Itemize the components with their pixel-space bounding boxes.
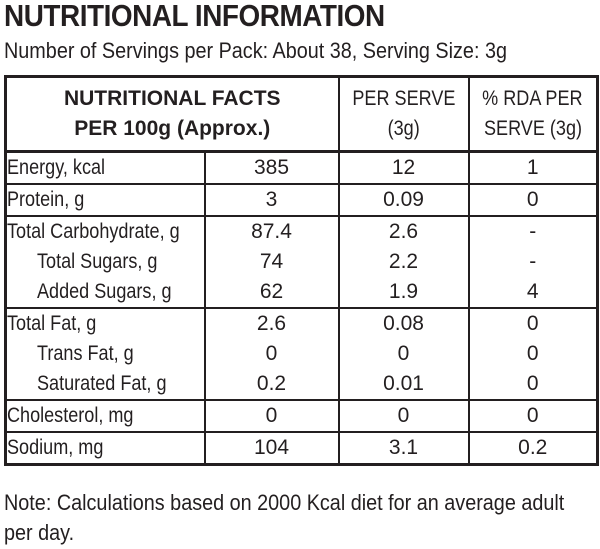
row-label: Cholesterol, mg xyxy=(7,404,134,427)
serving-info: Number of Servings per Pack: About 38, S… xyxy=(4,38,507,63)
per-100g-value: 385 xyxy=(203,150,340,185)
page-title: NUTRITIONAL INFORMATION xyxy=(4,0,385,33)
per-serve-value: 0 xyxy=(337,339,470,369)
header-per-serve: PER SERVE (3g) xyxy=(337,75,470,153)
per-serve-value: 0 xyxy=(337,399,470,433)
per-serve-value: 0.08 xyxy=(337,307,470,339)
table-row: Saturated Fat, g 0.2 0.01 0 xyxy=(4,369,599,401)
rda-value: 0 xyxy=(467,369,599,401)
per-100g-value: 3 xyxy=(203,183,340,217)
per-serve-value: 1.9 xyxy=(337,277,470,309)
per-serve-value: 12 xyxy=(337,150,470,185)
table-header-row: NUTRITIONAL FACTS PER 100g (Approx.) PER… xyxy=(4,75,599,153)
per-serve-value: 2.2 xyxy=(337,247,470,277)
table-row: Protein, g 3 0.09 0 xyxy=(4,183,599,217)
rda-value: 0.2 xyxy=(467,431,599,466)
row-label: Protein, g xyxy=(7,188,85,211)
table-row: Cholesterol, mg 0 0 0 xyxy=(4,399,599,433)
table-row: Trans Fat, g 0 0 0 xyxy=(4,339,599,369)
nutrition-table: NUTRITIONAL FACTS PER 100g (Approx.) PER… xyxy=(4,75,600,466)
row-label: Total Carbohydrate, g xyxy=(7,220,180,243)
table-row: Total Sugars, g 74 2.2 - xyxy=(4,247,599,277)
per-serve-value: 2.6 xyxy=(337,215,470,247)
rda-value: - xyxy=(467,215,599,247)
row-label: Added Sugars, g xyxy=(37,280,172,303)
rda-value: 0 xyxy=(467,307,599,339)
table-row: Total Carbohydrate, g 87.4 2.6 - xyxy=(4,215,599,247)
per-100g-value: 0.2 xyxy=(203,369,340,401)
per-100g-value: 2.6 xyxy=(203,307,340,339)
row-label: Saturated Fat, g xyxy=(37,372,167,395)
per-100g-value: 62 xyxy=(203,277,340,309)
table-row: Total Fat, g 2.6 0.08 0 xyxy=(4,307,599,339)
rda-value: 0 xyxy=(467,399,599,433)
table-row: Added Sugars, g 62 1.9 4 xyxy=(4,277,599,309)
table-row: Energy, kcal 385 12 1 xyxy=(4,150,599,185)
per-100g-value: 0 xyxy=(203,339,340,369)
per-serve-value: 3.1 xyxy=(337,431,470,466)
rda-value: - xyxy=(467,247,599,277)
table-row: Sodium, mg 104 3.1 0.2 xyxy=(4,431,599,466)
header-rda-per-serve: % RDA PER SERVE (3g) xyxy=(467,75,599,153)
row-label: Sodium, mg xyxy=(7,436,104,459)
per-serve-value: 0.01 xyxy=(337,369,470,401)
row-label: Energy, kcal xyxy=(7,156,106,179)
per-100g-value: 0 xyxy=(203,399,340,433)
row-label: Total Fat, g xyxy=(7,312,97,335)
row-label: Trans Fat, g xyxy=(37,342,134,365)
row-label: Total Sugars, g xyxy=(37,250,158,273)
rda-value: 0 xyxy=(467,339,599,369)
rda-value: 1 xyxy=(467,150,599,185)
rda-value: 4 xyxy=(467,277,599,309)
per-100g-value: 87.4 xyxy=(203,215,340,247)
per-100g-value: 104 xyxy=(203,431,340,466)
footnote: Note: Calculations based on 2000 Kcal di… xyxy=(4,490,565,545)
header-nutritional-facts: NUTRITIONAL FACTS PER 100g (Approx.) xyxy=(4,75,340,153)
per-100g-value: 74 xyxy=(203,247,340,277)
per-serve-value: 0.09 xyxy=(337,183,470,217)
rda-value: 0 xyxy=(467,183,599,217)
